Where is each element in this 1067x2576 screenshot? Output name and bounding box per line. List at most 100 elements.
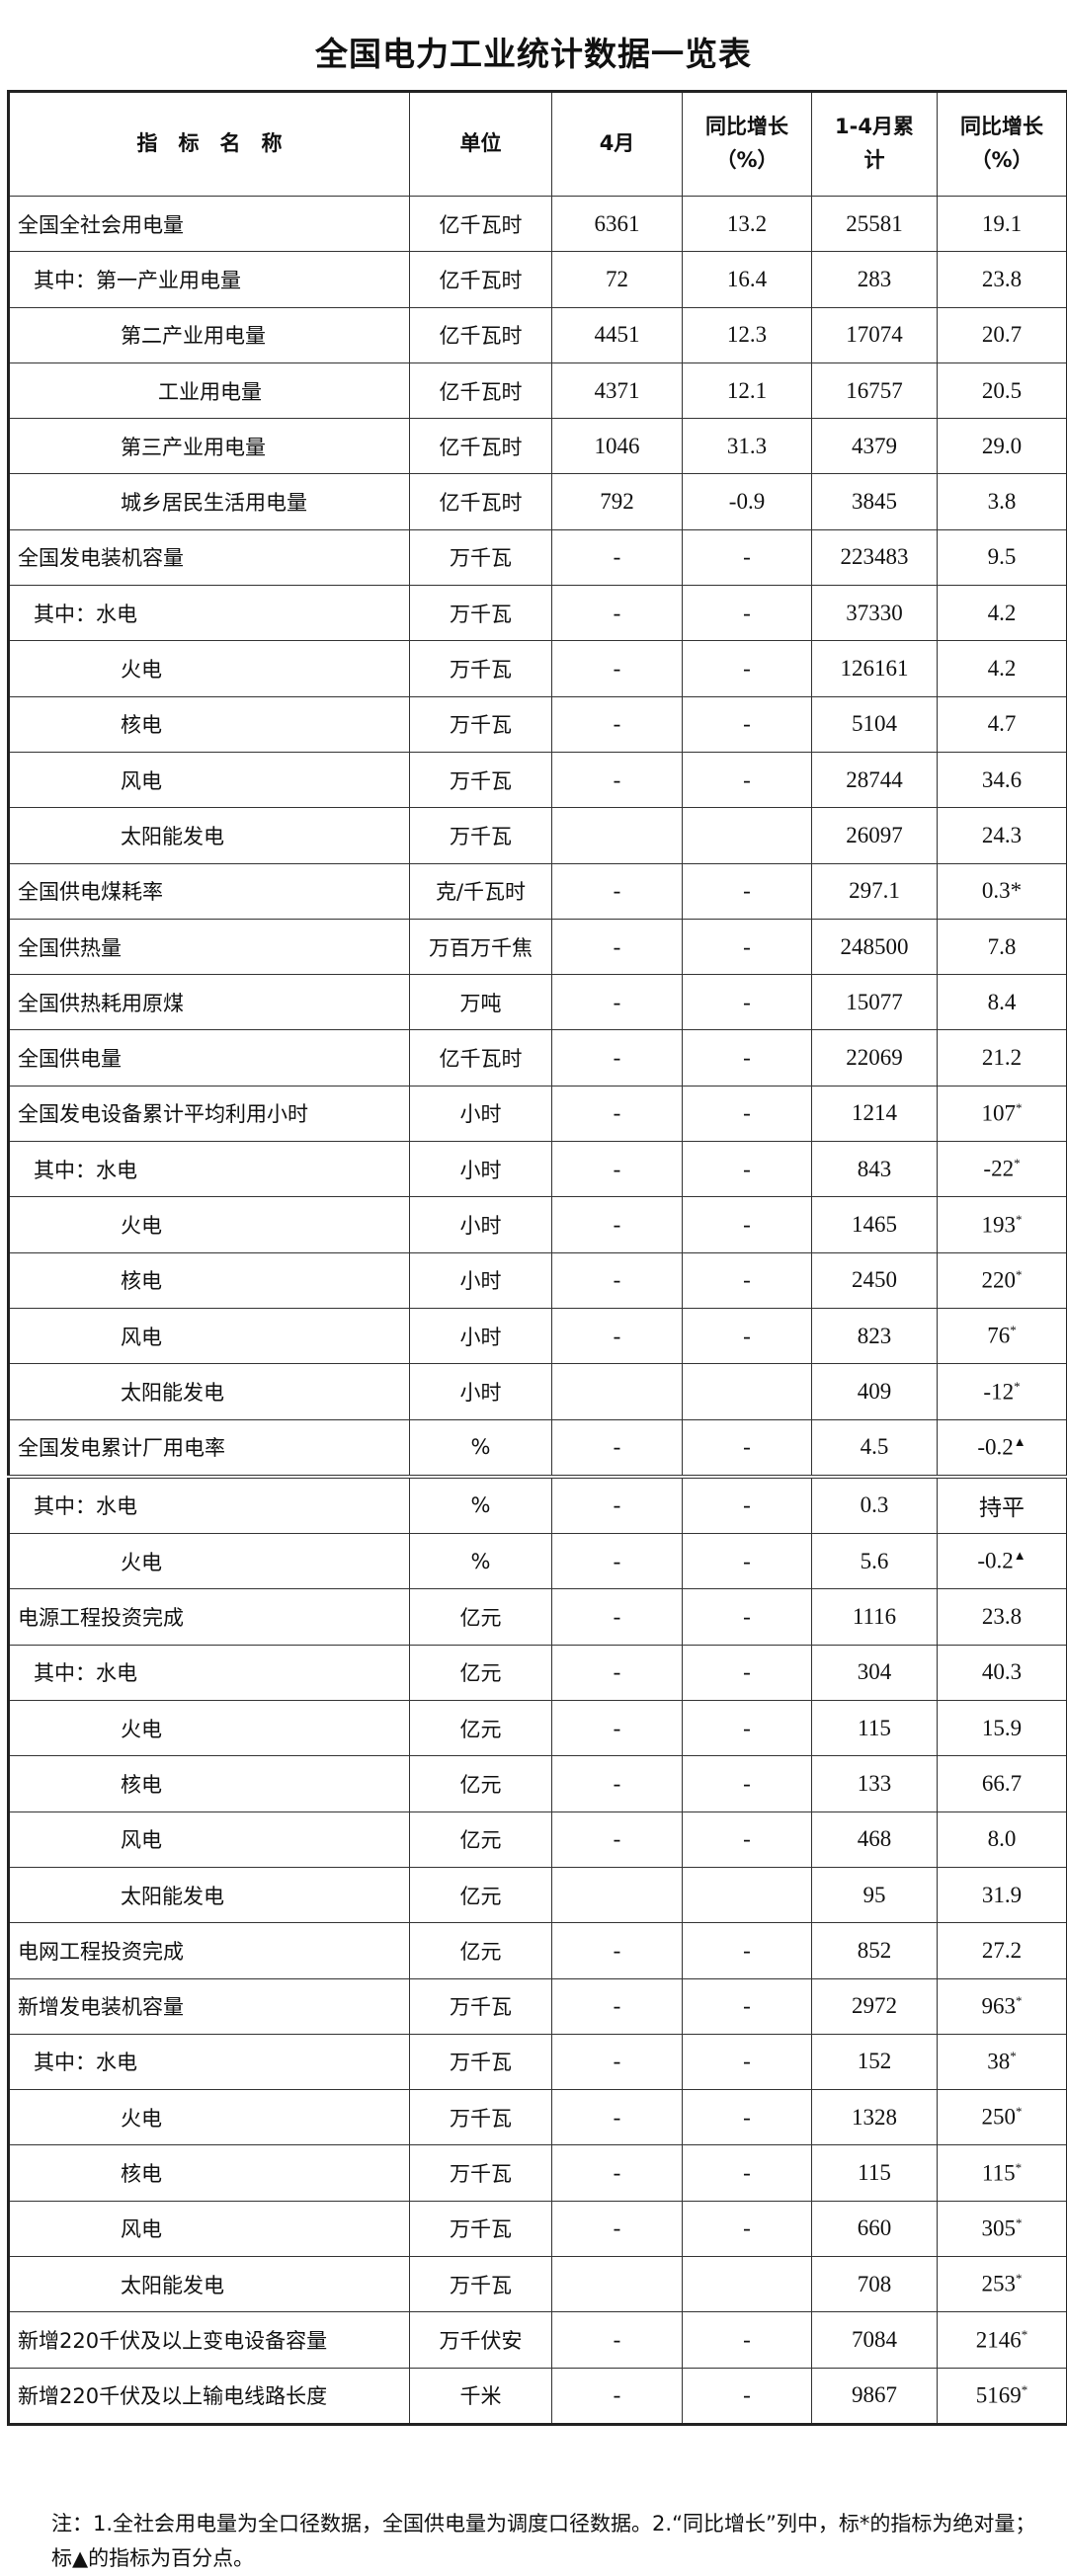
row-unit-text: 千米: [460, 2384, 502, 2408]
row-month-text: -: [614, 2382, 621, 2407]
row-cum: 152: [812, 2034, 938, 2089]
row-unit: 小时: [410, 1142, 552, 1197]
row-cum-text: 1328: [852, 2105, 897, 2130]
row-month-yoy: -: [683, 2145, 812, 2201]
row-month-text: -: [614, 2215, 621, 2240]
row-month-yoy: -: [683, 975, 812, 1030]
row-name: 太阳能发电: [9, 1364, 410, 1419]
row-month-yoy: 13.2: [683, 197, 812, 252]
row-month: -: [552, 752, 683, 807]
row-month-yoy-text: -: [743, 601, 751, 625]
row-name-text: 全国发电装机容量: [18, 546, 184, 570]
row-cum-yoy: -0.2▲: [938, 1534, 1067, 1589]
row-name: 全国全社会用电量: [9, 197, 410, 252]
row-cum-yoy-text: 115: [982, 2160, 1016, 2185]
row-month-yoy-text: -: [743, 1212, 751, 1237]
row-unit: 小时: [410, 1086, 552, 1141]
row-name-text: 工业用电量: [158, 380, 262, 404]
row-name: 城乡居民生活用电量: [9, 474, 410, 529]
row-month-yoy: -: [683, 1978, 812, 2034]
row-name-text: 电源工程投资完成: [18, 1606, 184, 1630]
footnote-mark: *: [1016, 1993, 1023, 2008]
row-cum: 25581: [812, 197, 938, 252]
row-month: -: [552, 1308, 683, 1363]
row-name: 全国发电累计厂用电率: [9, 1419, 410, 1477]
row-month-yoy-text: 31.3: [727, 434, 767, 458]
row-name-text: 核电: [121, 2162, 162, 2186]
row-cum-text: 248500: [841, 934, 909, 959]
row-cum-text: 15077: [846, 990, 903, 1014]
footnote-mark: *: [1016, 2215, 1023, 2230]
row-cum-yoy-text: 4.7: [988, 711, 1017, 736]
row-cum-text: 2972: [852, 1993, 897, 2018]
row-cum-yoy-text: 19.1: [982, 211, 1022, 236]
row-unit-text: 万千瓦: [450, 769, 512, 793]
row-cum-text: 1116: [853, 1604, 896, 1629]
row-cum: 115: [812, 1701, 938, 1756]
row-cum-yoy-text: 8.4: [988, 990, 1017, 1014]
row-month-yoy-text: -: [743, 1771, 751, 1796]
row-cum-yoy: 4.2: [938, 586, 1067, 641]
row-month-yoy-text: -: [743, 1549, 751, 1573]
row-unit-text: 亿千瓦时: [440, 213, 523, 237]
row-cum-yoy: 193*: [938, 1197, 1067, 1252]
row-month-yoy: -: [683, 1811, 812, 1867]
row-name-text: 新增220千伏及以上输电线路长度: [18, 2384, 327, 2408]
row-month-yoy-text: -: [743, 1045, 751, 1070]
row-cum-yoy: 5169*: [938, 2368, 1067, 2424]
row-name: 火电: [9, 1197, 410, 1252]
row-cum-text: 9867: [852, 2382, 897, 2407]
row-cum-text: 115: [858, 2160, 891, 2185]
row-cum-text: 4.5: [861, 1434, 889, 1459]
row-month-yoy: -: [683, 1197, 812, 1252]
row-cum: 1465: [812, 1197, 938, 1252]
row-cum-yoy-text: 3.8: [988, 489, 1017, 514]
row-cum-yoy: 31.9: [938, 1867, 1067, 1922]
row-cum-yoy: 8.4: [938, 975, 1067, 1030]
row-month: -: [552, 1645, 683, 1700]
row-month-yoy-text: 12.1: [727, 378, 767, 403]
row-name-text: 风电: [121, 1326, 162, 1349]
row-month-yoy: [683, 2256, 812, 2311]
row-name: 太阳能发电: [9, 1867, 410, 1922]
row-name: 核电: [9, 1756, 410, 1811]
row-month-text: 4451: [595, 322, 640, 347]
row-unit: 万千瓦: [410, 2034, 552, 2089]
row-cum-yoy-text: 2146: [976, 2327, 1022, 2352]
row-unit-text: 小时: [460, 1381, 502, 1405]
row-name-text: 全国发电设备累计平均利用小时: [18, 1102, 308, 1126]
row-unit: 万千伏安: [410, 2312, 552, 2368]
row-cum-yoy: -0.2▲: [938, 1419, 1067, 1477]
row-name: 核电: [9, 2145, 410, 2201]
row-month-yoy: -: [683, 2201, 812, 2256]
row-unit-text: 克/千瓦时: [436, 880, 526, 904]
row-unit: %: [410, 1477, 552, 1534]
row-name: 风电: [9, 1811, 410, 1867]
row-cum: 843: [812, 1142, 938, 1197]
row-unit: %: [410, 1419, 552, 1477]
row-cum-text: 3845: [852, 489, 897, 514]
row-month: 4371: [552, 362, 683, 418]
row-month: 1046: [552, 419, 683, 474]
row-unit-text: 亿千瓦时: [440, 436, 523, 459]
row-cum-text: 304: [858, 1659, 892, 1684]
row-cum-yoy: 40.3: [938, 1645, 1067, 1700]
row-month-yoy-text: -: [743, 656, 751, 681]
row-unit-text: 亿元: [460, 1661, 502, 1685]
row-name: 电源工程投资完成: [9, 1589, 410, 1645]
row-unit-text: 亿千瓦时: [440, 491, 523, 515]
row-month-yoy-text: -: [743, 767, 751, 792]
row-cum: 28744: [812, 752, 938, 807]
row-month-text: -: [614, 2105, 621, 2130]
row-name: 电网工程投资完成: [9, 1923, 410, 1978]
row-cum-yoy: 23.8: [938, 252, 1067, 307]
